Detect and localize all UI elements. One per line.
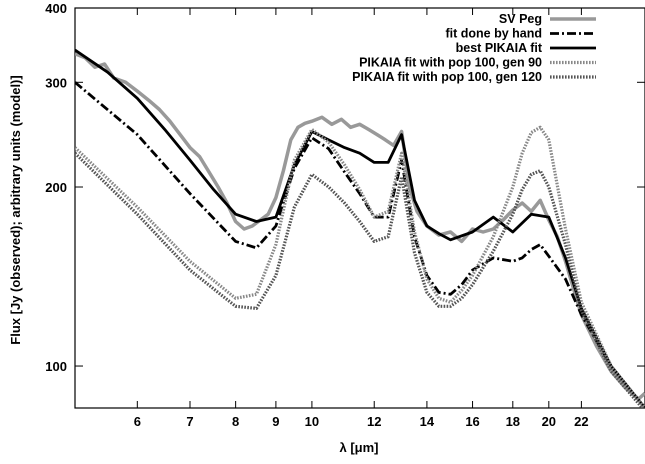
- y-tick-label: 100: [45, 359, 67, 374]
- x-tick-label: 20: [542, 414, 556, 429]
- x-tick-label: 8: [232, 414, 239, 429]
- x-tick-label: 9: [272, 414, 279, 429]
- series-layer: [75, 48, 645, 408]
- y-tick-label: 200: [45, 180, 67, 195]
- legend-label: SV Peg: [499, 12, 542, 26]
- x-tick-label: 16: [465, 414, 479, 429]
- x-tick-label: 14: [420, 414, 435, 429]
- legend-label: fit done by hand: [445, 27, 542, 41]
- y-tick-label: 300: [45, 75, 67, 90]
- x-axis-title: λ [μm]: [339, 440, 378, 455]
- series-line-3: [75, 48, 645, 408]
- legend-label: best PIKAIA fit: [456, 41, 543, 55]
- x-tick-label: 12: [367, 414, 381, 429]
- legend-label: PIKAIA fit with pop 100, gen 120: [352, 70, 542, 84]
- series-line-1: [75, 52, 645, 401]
- series-line-4: [75, 125, 645, 408]
- x-tick-label: 10: [305, 414, 319, 429]
- x-tick-label: 6: [134, 414, 141, 429]
- legend-label: PIKAIA fit with pop 100, gen 90: [359, 56, 542, 70]
- ticks-layer: 6 7 8 9 10 12 14 16 18 20 22 100 200 300 400: [45, 1, 645, 429]
- series-line-5: [75, 152, 645, 408]
- y-axis-title: Flux [Jy (observed); arbitrary units (mo…: [8, 75, 23, 344]
- y-tick-label: 400: [45, 1, 67, 16]
- plot-frame: [74, 7, 645, 409]
- x-tick-label: 18: [506, 414, 520, 429]
- x-tick-label: 7: [186, 414, 193, 429]
- x-tick-label: 22: [574, 414, 588, 429]
